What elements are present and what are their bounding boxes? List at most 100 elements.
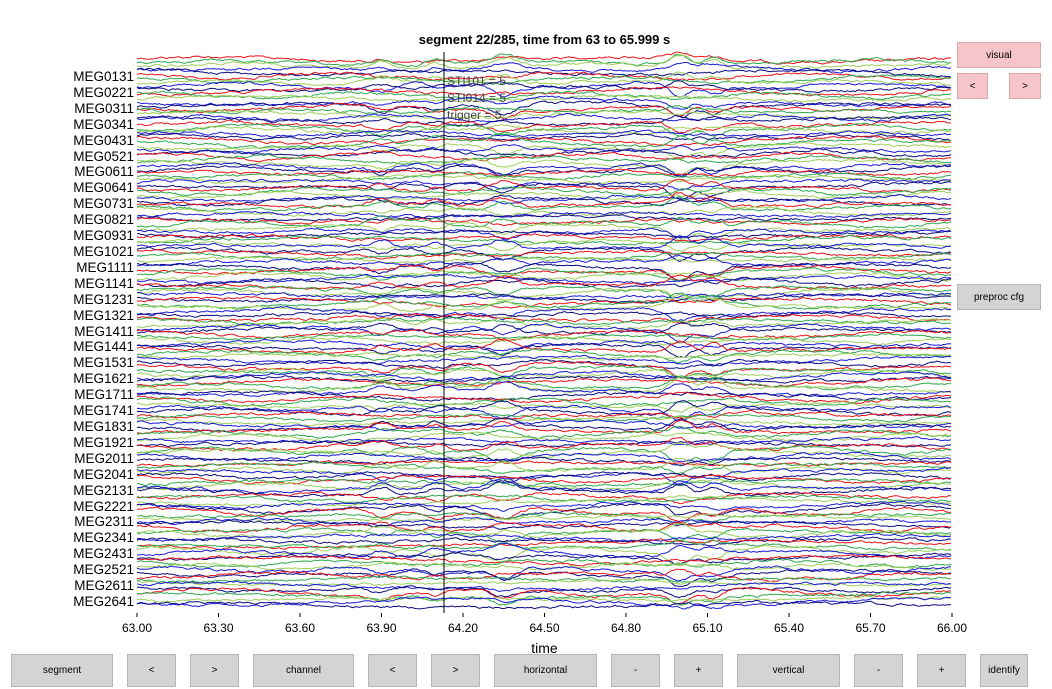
signal-trace [136,374,951,384]
signal-trace [136,215,952,229]
signal-trace [136,536,952,547]
channel-label: MEG2431 [73,546,134,562]
signal-trace [136,348,952,364]
channel-label: MEG2131 [73,482,134,498]
channel-label: MEG1021 [73,244,134,259]
x-tick-label: 65.70 [855,621,886,635]
signal-trace [136,153,952,165]
signal-trace [136,186,952,197]
next-trial-button[interactable]: > [1009,73,1041,99]
signal-trace [136,54,952,70]
segment-button[interactable]: segment [11,654,113,687]
signal-trace [136,585,952,599]
signal-trace [136,539,952,551]
signal-trace [136,235,952,250]
channel-prev-button[interactable]: < [368,654,417,687]
horizontal-minus-button[interactable]: - [611,654,660,687]
channel-label: MEG1321 [73,307,134,323]
x-axis-label: time [531,640,558,656]
prev-trial-button[interactable]: < [957,73,988,99]
x-tick-label: 64.80 [610,621,642,635]
event-label: STI101 = 5 [447,74,507,88]
signal-plot[interactable] [0,0,960,640]
signal-trace [136,189,952,201]
signal-trace [136,295,952,309]
signal-trace [136,456,952,466]
channel-label: MEG2011 [74,450,134,466]
signal-trace [136,413,952,423]
signal-trace [136,495,952,508]
segment-next-button[interactable]: > [190,654,239,687]
signal-trace [136,457,952,475]
horizontal-plus-button[interactable]: + [674,654,723,687]
signal-trace [136,511,952,525]
channel-label: MEG2341 [73,530,134,546]
x-tick-label: 64.50 [529,621,560,635]
signal-trace [136,396,952,408]
channel-label: MEG2611 [74,578,134,594]
x-tick-label: 63.60 [284,621,316,635]
signal-trace [136,558,952,569]
signal-trace [136,477,951,495]
signal-trace [136,316,952,331]
visual-button[interactable]: visual [957,42,1041,68]
signal-trace [136,292,952,310]
channel-label: MEG1621 [73,371,134,387]
vertical-minus-button[interactable]: - [854,654,903,687]
identify-button[interactable]: identify [980,654,1028,687]
horizontal-button[interactable]: horizontal [494,654,597,687]
signal-trace [136,123,952,136]
channel-label: MEG1741 [73,403,134,419]
x-tick-label: 64.20 [447,621,479,635]
channel-button[interactable]: channel [253,654,354,687]
preproc-cfg-button[interactable]: preproc cfg [957,284,1041,310]
signal-trace [136,238,952,252]
signal-trace [136,131,952,150]
signal-trace [136,491,952,505]
signal-trace [136,214,952,223]
signal-trace [136,80,952,98]
x-tick-label: 63.00 [121,621,153,635]
signal-trace [136,102,952,120]
signal-trace [136,322,952,336]
vertical-plus-button[interactable]: + [917,654,966,687]
signal-trace [136,519,952,530]
x-tick-label: 65.40 [773,621,805,635]
signal-trace [136,343,952,358]
x-tick-marks [136,613,953,617]
channel-label: MEG1711 [74,387,134,403]
channel-label: MEG0731 [73,196,134,212]
channel-label: MEG0641 [73,180,134,196]
signal-trace [136,502,952,520]
signal-trace [136,506,952,523]
segment-prev-button[interactable]: < [127,654,176,687]
signal-trace [136,206,952,217]
signal-trace [136,554,952,567]
signal-trace [136,210,952,219]
channel-label: MEG1831 [73,419,134,434]
signal-trace [136,158,952,176]
signal-trace [137,575,952,584]
vertical-button[interactable]: vertical [737,654,840,687]
channel-label: MEG0821 [73,212,134,228]
signal-trace [136,119,952,134]
signal-trace [136,367,951,381]
signal-trace [136,354,952,367]
event-label: STI014 = 5 [447,91,507,105]
signal-trace [136,390,952,402]
signal-trace [136,105,952,115]
channel-next-button[interactable]: > [431,654,480,687]
channel-label: MEG0221 [73,84,134,100]
channel-label: MEG0131 [73,69,134,84]
signal-trace [136,129,952,138]
signal-trace [136,292,952,304]
signal-trace [136,425,952,440]
channel-label: MEG1111 [76,259,134,275]
channel-label: MEG0431 [73,132,134,148]
signal-trace [136,135,952,147]
signal-trace [136,400,952,418]
channel-label: MEG0521 [73,148,134,164]
signal-trace [136,595,952,603]
signal-trace [136,141,952,160]
signal-trace [136,587,951,605]
